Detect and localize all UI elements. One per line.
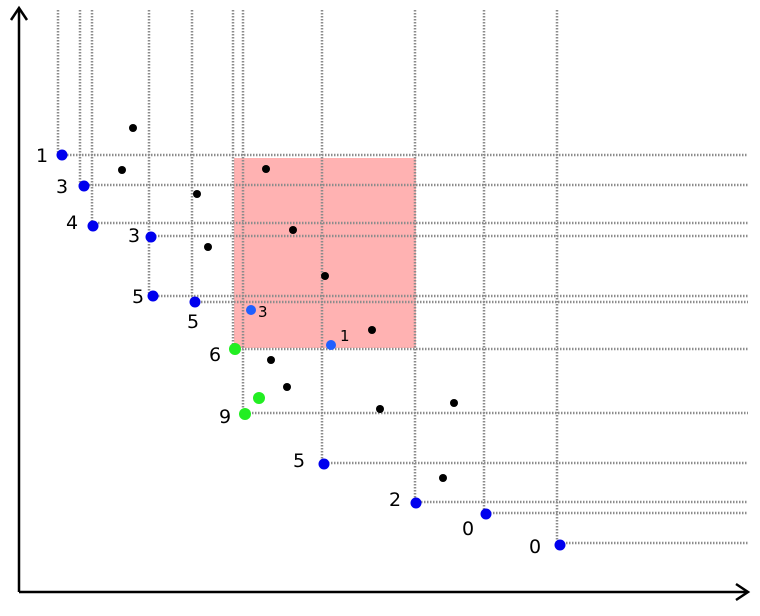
point-labels: 1 3 4 3 5 5 3 1 6 9 5 2 0 0	[36, 145, 541, 558]
data-point	[267, 356, 275, 364]
point-label: 5	[132, 286, 144, 308]
skyline-point	[554, 539, 566, 551]
point-label: 0	[462, 518, 474, 540]
data-points-black	[118, 124, 458, 482]
green-point	[253, 392, 265, 404]
point-label: 6	[209, 344, 221, 366]
point-label: 4	[66, 212, 78, 234]
data-point	[283, 383, 291, 391]
point-label: 5	[293, 450, 305, 472]
point-label: 3	[56, 176, 68, 198]
point-label: 2	[389, 489, 401, 511]
green-point	[229, 343, 241, 355]
x-axis-arrow-icon	[735, 582, 751, 602]
skyline-point	[410, 497, 422, 509]
green-point	[239, 408, 251, 420]
skyline-point	[78, 180, 90, 192]
point-label: 9	[219, 406, 231, 428]
query-point	[246, 305, 256, 315]
data-point	[368, 326, 376, 334]
data-point	[204, 243, 212, 251]
skyline-point	[147, 290, 159, 302]
point-label: 1	[36, 145, 48, 167]
skyline-point	[56, 149, 68, 161]
data-point	[262, 165, 270, 173]
data-points-blue	[56, 149, 566, 551]
data-point	[450, 399, 458, 407]
data-point	[289, 226, 297, 234]
data-point	[439, 474, 447, 482]
point-label: 5	[187, 311, 199, 333]
skyline-point	[480, 508, 492, 520]
skyline-point	[87, 220, 99, 232]
data-point	[376, 405, 384, 413]
data-point	[118, 166, 126, 174]
skyline-point	[189, 296, 201, 308]
skyline-point	[145, 231, 157, 243]
data-point	[321, 272, 329, 280]
data-points-query	[246, 305, 336, 350]
point-label: 3	[128, 225, 140, 247]
data-point	[129, 124, 137, 132]
y-axis-arrow-icon	[9, 5, 29, 21]
axes	[9, 5, 751, 602]
query-point	[326, 340, 336, 350]
point-label: 0	[529, 536, 541, 558]
point-label: 3	[258, 303, 268, 321]
point-label: 1	[340, 327, 350, 345]
query-region	[234, 158, 416, 348]
grid-lines	[56, 10, 748, 545]
skyline-point	[318, 458, 330, 470]
data-points-green	[229, 343, 265, 420]
data-point	[193, 190, 201, 198]
